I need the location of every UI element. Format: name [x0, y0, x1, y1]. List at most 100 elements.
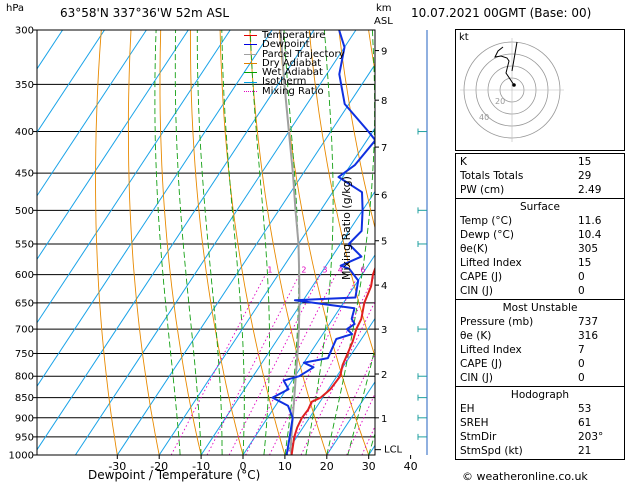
indices-row: CIN (J) 0 — [460, 284, 620, 298]
indices-value: 21 — [578, 445, 592, 457]
height-tick-label: 7 — [381, 143, 387, 154]
indices-value: 10.4 — [578, 229, 602, 241]
indices-label: PW (cm) — [460, 184, 505, 196]
indices-row: SREH 61 — [460, 416, 620, 430]
mixing-ratio-label: 3 — [322, 266, 327, 275]
mixing-ratio-line — [228, 274, 321, 455]
hodograph-ring-label: 20 — [495, 97, 505, 106]
wet-adiabat — [196, 30, 223, 455]
isotherm — [37, 30, 189, 261]
mixing-ratio-label: 8 — [377, 266, 382, 275]
wet-adiabat — [154, 30, 181, 455]
indices-row: PW (cm) 2.49 — [460, 183, 620, 197]
indices-value: 0 — [578, 285, 585, 297]
pressure-tick-label: 950 — [15, 432, 34, 443]
pressure-tick-label: 450 — [15, 169, 34, 180]
isotherm — [326, 381, 375, 455]
indices-most-unstable: Most Unstable Pressure (mb) 737 θe (K) 316 Li… — [455, 299, 625, 387]
indices-label: Lifted Index — [460, 344, 522, 356]
indices-row: Pressure (mb) 737 — [460, 315, 620, 329]
pressure-tick-label: 500 — [15, 206, 34, 217]
pressure-tick-label: 300 — [15, 26, 34, 37]
indices-value: 29 — [578, 170, 592, 182]
legend-swatch — [244, 53, 257, 55]
dry-adiabat — [219, 30, 286, 455]
indices-label: Temp (°C) — [460, 215, 513, 227]
isotherm — [37, 30, 273, 388]
indices-value: 61 — [578, 417, 592, 429]
indices-label: CIN (J) — [460, 372, 493, 384]
isotherm — [200, 190, 375, 455]
legend-swatch — [244, 35, 257, 37]
height-tick-label: 3 — [381, 325, 387, 336]
indices-value: 0 — [578, 372, 585, 384]
indices-row: K 15 — [460, 155, 620, 169]
hodograph-storm-point — [512, 83, 516, 87]
indices-value: 0 — [578, 358, 585, 370]
indices-value: 0 — [578, 271, 585, 283]
wind-barbs — [417, 30, 428, 455]
indices-section-title: Most Unstable — [502, 302, 578, 314]
height-tick-label: 2 — [381, 370, 387, 381]
legend-item: Mixing Ratio — [244, 86, 345, 96]
indices-row: StmDir 203° — [460, 430, 620, 444]
legend-swatch — [244, 72, 257, 74]
temperature-tick-label: 40 — [404, 460, 418, 473]
mixing-ratio-label: 4 — [338, 266, 343, 275]
mixing-ratio-line — [170, 274, 266, 455]
mixing-ratio-label: 1 — [267, 266, 272, 275]
isotherm — [284, 317, 375, 455]
legend-item: Dry Adiabat — [244, 57, 345, 69]
legend-item: Dewpoint — [244, 40, 345, 50]
hodograph-storm-vector — [511, 41, 518, 72]
indices-section-title: Surface — [519, 201, 560, 213]
legend-swatch — [244, 90, 257, 92]
indices-row: Lifted Index 15 — [460, 256, 620, 270]
legend-label: Dry Adiabat — [262, 57, 322, 69]
wet-adiabat — [174, 30, 202, 455]
isotherm — [37, 30, 105, 134]
indices-value: 53 — [578, 403, 592, 415]
indices-panel: K 15 Totals Totals 29 PW (cm) 2.49 Surface Temp… — [455, 153, 625, 460]
dry-adiabat — [308, 30, 375, 358]
height-tick-label: 8 — [381, 96, 387, 107]
location-title: 63°58'N 337°36'W 52m ASL — [60, 6, 230, 20]
mixing-ratio-label: 6 — [360, 266, 365, 275]
indices-row: StmSpd (kt) 21 — [460, 444, 620, 458]
pressure-tick-label: 350 — [15, 80, 34, 91]
wet-adiabat — [283, 30, 300, 455]
temperature-tick-label: -10 — [192, 460, 210, 473]
legend-swatch — [244, 81, 257, 83]
legend-label: Isotherm — [262, 76, 307, 88]
legend-label: Wet Adiabat — [262, 67, 323, 79]
temperature-tick-label: 30 — [362, 460, 376, 473]
skewt-lines: 1 2 3 4 6 8 10 15 20 25 — [37, 30, 443, 455]
indices-row: Dewp (°C) 10.4 — [460, 228, 620, 242]
mixing-ratio-line — [206, 274, 300, 455]
wet-adiabat — [221, 30, 245, 455]
dry-adiabat — [249, 30, 328, 455]
isotherm — [37, 30, 231, 324]
hodograph-unit: kt — [459, 32, 469, 43]
indices-label: CAPE (J) — [460, 358, 503, 370]
mixing-ratio-label: 20 — [433, 266, 443, 275]
indices-row: EH 53 — [460, 402, 620, 416]
indices-value: 15 — [578, 156, 592, 168]
dewpoint-line — [271, 30, 375, 455]
temperature-tick-label: 10 — [278, 460, 292, 473]
temperature-tick-label: 20 — [320, 460, 334, 473]
isotherm — [37, 30, 147, 197]
indices-value: 7 — [578, 344, 585, 356]
pressure-tick-label: 800 — [15, 372, 34, 383]
indices-summary: K 15 Totals Totals 29 PW (cm) 2.49 — [455, 153, 625, 199]
pressure-tick-label: 1000 — [9, 451, 34, 462]
height-tick-label: 6 — [381, 190, 387, 201]
mixing-ratio-label: 10 — [390, 266, 400, 275]
indices-row: Totals Totals 29 — [460, 169, 620, 183]
indices-label: Totals Totals — [460, 170, 524, 182]
dry-adiabat — [338, 30, 375, 230]
datetime-title: 10.07.2021 00GMT (Base: 00) — [411, 6, 592, 20]
legend-label: Parcel Trajectory — [262, 48, 345, 60]
indices-label: SREH — [460, 417, 489, 429]
